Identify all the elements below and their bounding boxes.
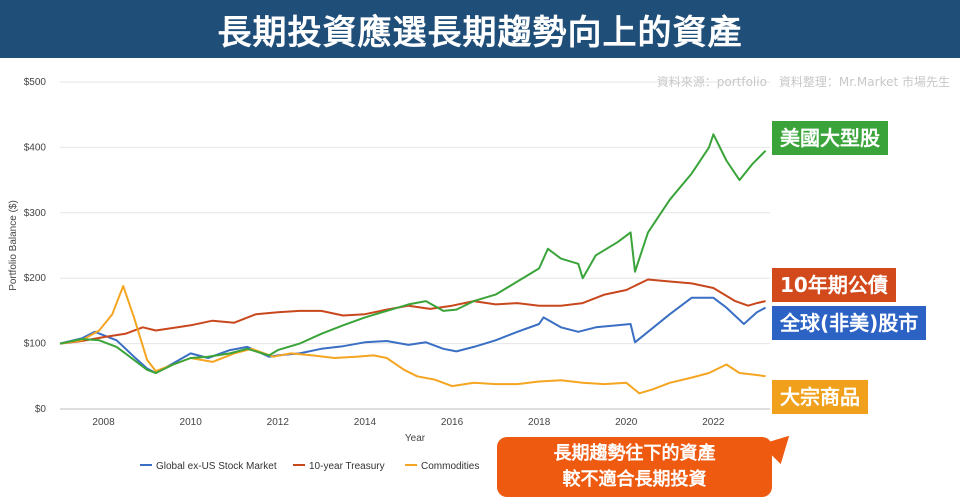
x-tick-label: 2018 bbox=[528, 417, 551, 428]
y-tick-label: $500 bbox=[24, 77, 47, 88]
x-tick-label: 2014 bbox=[354, 417, 377, 428]
note-box: 長期趨勢往下的資產 較不適合長期投資 bbox=[497, 437, 772, 497]
source-text: 資料來源：portfolio 資料整理：Mr.Market 市場先生 bbox=[657, 74, 950, 89]
chart-legend: Global ex-US Stock Market 10-year Treasur… bbox=[140, 461, 479, 472]
x-tick-label: 2020 bbox=[615, 417, 638, 428]
y-tick-labels: $0 $100 $200 $300 $400 $500 bbox=[24, 77, 47, 415]
x-tick-label: 2010 bbox=[180, 417, 203, 428]
chart-series bbox=[59, 133, 767, 395]
title-banner: 長期投資應選長期趨勢向上的資產 bbox=[0, 0, 960, 58]
x-tick-label: 2008 bbox=[92, 417, 115, 428]
banner-title: 長期投資應選長期趨勢向上的資產 bbox=[217, 12, 743, 53]
note-line-2: 較不適合長期投資 bbox=[562, 469, 707, 490]
x-tick-label: 2022 bbox=[702, 417, 725, 428]
x-tick-label: 2012 bbox=[267, 417, 290, 428]
series-line bbox=[59, 278, 766, 345]
y-tick-label: $300 bbox=[24, 208, 47, 219]
chart-grid bbox=[60, 81, 770, 410]
chart: $0$100$200$300$400$500 2008 2010 2012 2014 2… bbox=[8, 74, 950, 472]
y-axis-title: Portfolio Balance ($) bbox=[8, 200, 19, 291]
y-tick-label: $200 bbox=[24, 273, 47, 284]
x-axis-title: Year bbox=[405, 433, 426, 444]
callout-us-large-cap: 美國大型股 bbox=[772, 121, 888, 155]
note-line-1: 長期趨勢往下的資產 bbox=[553, 443, 716, 464]
legend-label: Commodities bbox=[421, 461, 479, 472]
legend-label: Global ex-US Stock Market bbox=[156, 461, 277, 472]
y-tick-label: $100 bbox=[24, 339, 47, 350]
legend-label: 10-year Treasury bbox=[309, 461, 385, 472]
series-line bbox=[59, 133, 767, 374]
callout-global-ex-us: 全球(非美)股市 bbox=[772, 306, 927, 340]
series-line bbox=[59, 296, 767, 374]
callout-treasury: 10年期公債 bbox=[772, 268, 896, 302]
callout-commodities: 大宗商品 bbox=[772, 380, 868, 414]
x-tick-label: 2016 bbox=[441, 417, 464, 428]
series-line bbox=[59, 285, 766, 395]
y-tick-label: $400 bbox=[24, 142, 47, 153]
x-tick-labels: 2008 2010 2012 2014 2016 2018 2020 2022 bbox=[92, 417, 725, 428]
y-tick-label: $0 bbox=[35, 404, 47, 415]
